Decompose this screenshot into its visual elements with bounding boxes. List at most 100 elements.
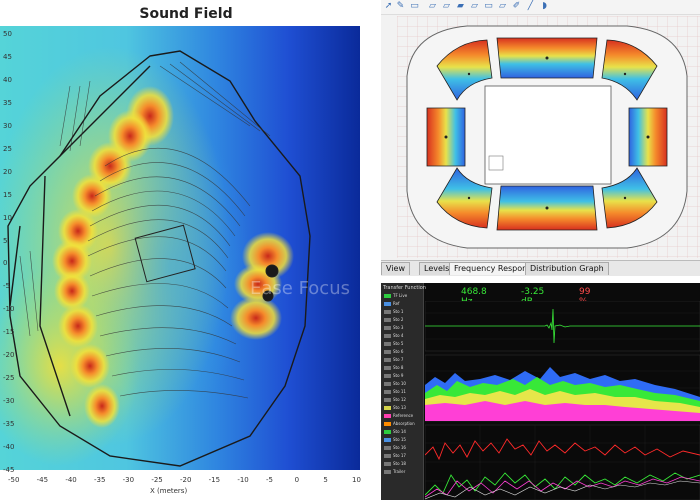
track-item[interactable]: Sto 7 (384, 357, 420, 363)
shape-icon[interactable]: ▱ (471, 1, 478, 11)
y-tick-label: -30 (3, 397, 15, 406)
x-tick-label: -40 (65, 476, 77, 484)
shape-icon[interactable]: ▱ (429, 1, 436, 11)
track-item[interactable]: Sto 13 (384, 405, 420, 411)
tab-view[interactable]: View (381, 262, 410, 275)
speaker-icon[interactable]: ◗ (542, 1, 547, 11)
stadium-pitch (484, 85, 612, 185)
track-name: Sto 6 (393, 349, 404, 354)
pen-icon[interactable]: ✎ (396, 1, 405, 11)
shape-icon[interactable]: ▱ (499, 1, 506, 11)
track-color-swatch (384, 398, 391, 402)
track-color-swatch (384, 358, 391, 362)
track-name: Sto 5 (393, 341, 404, 346)
track-name: TF Live (393, 293, 408, 298)
heatmap-hot-spot (52, 239, 92, 283)
stand-bottom-right (601, 167, 658, 229)
track-item[interactable]: Trailer (384, 469, 420, 475)
heatmap-hot-spot (70, 344, 110, 388)
magnitude-trace-green (425, 472, 700, 496)
y-tick-label: -45 (3, 466, 15, 474)
x-tick-label: 10 (352, 476, 361, 484)
magnitude-trace-white (425, 480, 700, 500)
y-tick-label: 20 (3, 167, 12, 176)
track-item[interactable]: Sto 16 (384, 445, 420, 451)
track-color-swatch (384, 438, 391, 442)
y-tick-label: -35 (3, 420, 15, 429)
track-item[interactable]: Sto 10 (384, 381, 420, 387)
impulse-trace (425, 308, 700, 344)
track-color-swatch (384, 382, 391, 386)
track-item[interactable]: Sto 1 (384, 309, 420, 315)
spectrum-magenta (425, 401, 700, 421)
track-item[interactable]: Sto 11 (384, 389, 420, 395)
x-tick-label: -5 (266, 476, 273, 484)
pencil-icon[interactable]: ✐ (512, 1, 521, 11)
x-axis-label: X (meters) (150, 487, 188, 495)
track-item[interactable]: Sto 8 (384, 365, 420, 371)
stage-outline (134, 224, 279, 302)
line-icon[interactable]: ╱ (527, 1, 534, 11)
shape-icon[interactable]: ▭ (484, 1, 493, 11)
track-name: Absorption (393, 421, 415, 426)
track-item[interactable]: Ref (384, 301, 420, 307)
track-item[interactable]: Sto 6 (384, 349, 420, 355)
stadium-plan-canvas[interactable] (397, 16, 700, 258)
track-color-swatch (384, 446, 391, 450)
heatmap-hot-spot (84, 384, 120, 428)
track-name: Reference (393, 413, 414, 418)
track-item[interactable]: Sto 14 (384, 429, 420, 435)
track-name: Sto 16 (393, 445, 406, 450)
track-name: Sto 3 (393, 325, 404, 330)
floor-plan-outline (7, 50, 311, 467)
spectrum-pane (425, 354, 700, 422)
track-item[interactable]: Absorption (384, 421, 420, 427)
track-color-swatch (384, 326, 391, 330)
track-name: Sto 8 (393, 365, 404, 370)
track-item[interactable]: Sto 4 (384, 333, 420, 339)
track-name: Sto 9 (393, 373, 404, 378)
track-color-swatch (384, 366, 391, 370)
track-item[interactable]: Sto 3 (384, 325, 420, 331)
shape-icon[interactable]: ▰ (457, 1, 464, 11)
y-tick-label: 45 (3, 52, 12, 61)
heatmap-hot-spot (230, 296, 282, 340)
track-color-swatch (384, 302, 391, 306)
sound-field-heatmap: Ease Focus (0, 26, 360, 470)
transfer-pane (425, 424, 700, 500)
phase-trace-red (425, 438, 700, 461)
track-color-swatch (384, 310, 391, 314)
track-item[interactable]: Sto 5 (384, 341, 420, 347)
track-color-swatch (384, 422, 391, 426)
track-item[interactable]: Sto 12 (384, 397, 420, 403)
track-color-swatch (384, 318, 391, 322)
y-tick-label: 40 (3, 75, 12, 84)
track-name: Sto 11 (393, 389, 406, 394)
track-item[interactable]: Sto 9 (384, 373, 420, 379)
arrow-icon[interactable]: ➚ (384, 1, 393, 11)
y-tick-label: 15 (3, 190, 12, 199)
track-name: Trailer (393, 469, 406, 474)
track-name: Sto 10 (393, 381, 406, 386)
square-icon[interactable]: ▭ (410, 1, 419, 11)
track-color-swatch (384, 414, 391, 418)
track-item[interactable]: Reference (384, 413, 420, 419)
tab-distribution-graph[interactable]: Distribution Graph (525, 262, 609, 275)
track-item[interactable]: Sto 15 (384, 437, 420, 443)
track-color-swatch (384, 462, 391, 466)
shape-icon[interactable]: ▱ (443, 1, 450, 11)
track-list-sidebar: Transfer Function TF Live Ref Sto 1 Sto 2 St… (381, 283, 426, 500)
track-name: Ref (393, 301, 400, 306)
track-color-swatch (384, 470, 391, 474)
track-item[interactable]: Sto 2 (384, 317, 420, 323)
y-tick-label: -5 (3, 282, 10, 291)
track-item[interactable]: Sto 17 (384, 453, 420, 459)
track-item[interactable]: TF Live (384, 293, 420, 299)
y-tick-label: 35 (3, 98, 12, 107)
y-tick-label: 10 (3, 213, 12, 222)
track-name: Sto 15 (393, 437, 406, 442)
track-color-swatch (384, 406, 391, 410)
seating-rows (19, 61, 271, 399)
track-name: Sto 13 (393, 405, 406, 410)
track-item[interactable]: Sto 18 (384, 461, 420, 467)
